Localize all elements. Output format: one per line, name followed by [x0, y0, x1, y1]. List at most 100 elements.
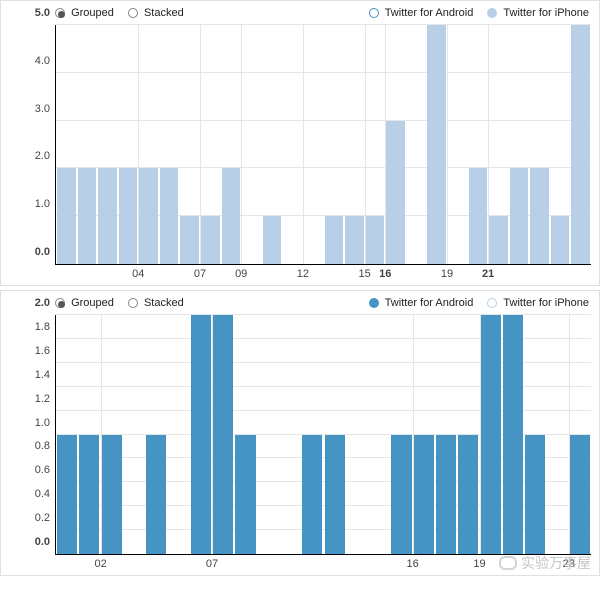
- legend-item-android[interactable]: Twitter for Android: [369, 297, 474, 309]
- x-axis-tick: 04: [132, 268, 144, 280]
- legend-item-android[interactable]: Twitter for Android: [369, 7, 474, 19]
- y-axis-tick: 2.0: [16, 150, 50, 162]
- watermark-text: 实验万事屋: [521, 553, 591, 573]
- bar: [571, 25, 590, 264]
- bar: [345, 216, 364, 264]
- radio-icon: [128, 298, 138, 308]
- wechat-icon: [499, 556, 517, 570]
- y-axis-tick: 1.8: [16, 321, 50, 333]
- x-axis-tick: 19: [473, 558, 485, 570]
- plot-area: 0.00.20.40.60.81.01.21.41.61.82.00207161…: [1, 315, 599, 575]
- bar: [427, 25, 446, 264]
- y-axis-tick: 4.0: [16, 55, 50, 67]
- legend-item-iphone[interactable]: Twitter for iPhone: [487, 7, 589, 19]
- bar: [263, 216, 282, 264]
- x-axis-tick: 21: [482, 268, 494, 280]
- x-axis-tick: 16: [379, 268, 391, 280]
- legend-label: Twitter for iPhone: [503, 7, 589, 19]
- plot-area: 0.01.02.03.04.05.00407091215161921: [1, 25, 599, 285]
- bar: [481, 315, 501, 554]
- x-axis-tick: 12: [297, 268, 309, 280]
- x-axis-tick: 02: [94, 558, 106, 570]
- y-axis-tick: 0.4: [16, 488, 50, 500]
- y-axis-tick: 1.4: [16, 369, 50, 381]
- x-axis-tick: 15: [359, 268, 371, 280]
- mode-radio-stacked[interactable]: Stacked: [128, 297, 184, 309]
- bar: [78, 168, 97, 264]
- bar: [510, 168, 529, 264]
- x-axis-tick: 07: [194, 268, 206, 280]
- legend-item-iphone[interactable]: Twitter for iPhone: [487, 297, 589, 309]
- bar: [302, 435, 322, 555]
- radio-label: Grouped: [71, 297, 114, 309]
- bar: [235, 435, 255, 555]
- bar: [366, 216, 385, 264]
- y-axis-tick: 0.8: [16, 440, 50, 452]
- bar: [139, 168, 158, 264]
- y-axis-tick: 5.0: [16, 7, 50, 19]
- x-axis-tick: 19: [441, 268, 453, 280]
- bar: [525, 435, 545, 555]
- controls-row: Grouped Stacked Twitter for iPhone Twitt…: [1, 7, 599, 25]
- bar: [222, 168, 241, 264]
- bar: [213, 315, 233, 554]
- legend-label: Twitter for Android: [385, 7, 474, 19]
- y-axis-tick: 1.2: [16, 393, 50, 405]
- bar: [57, 168, 76, 264]
- swatch-icon: [487, 8, 497, 18]
- y-axis-tick: 1.0: [16, 198, 50, 210]
- y-axis-tick: 0.0: [16, 536, 50, 548]
- x-axis-tick: 09: [235, 268, 247, 280]
- y-axis-tick: 1.6: [16, 345, 50, 357]
- bar: [119, 168, 138, 264]
- swatch-icon: [369, 8, 379, 18]
- bar: [98, 168, 117, 264]
- radio-label: Stacked: [144, 297, 184, 309]
- bar: [325, 435, 345, 555]
- bar: [180, 216, 199, 264]
- bar: [570, 435, 590, 555]
- y-axis-tick: 1.0: [16, 417, 50, 429]
- swatch-icon: [487, 298, 497, 308]
- x-axis-tick: 07: [206, 558, 218, 570]
- bar: [146, 435, 166, 555]
- bar: [458, 435, 478, 555]
- y-axis-tick: 0.0: [16, 246, 50, 258]
- bar: [503, 315, 523, 554]
- radio-icon: [128, 8, 138, 18]
- radio-icon: [55, 298, 65, 308]
- y-axis-tick: 3.0: [16, 103, 50, 115]
- bar: [79, 435, 99, 555]
- legend-label: Twitter for Android: [385, 297, 474, 309]
- watermark: 实验万事屋: [499, 553, 591, 573]
- bar: [391, 435, 411, 555]
- bar: [201, 216, 220, 264]
- y-axis-tick: 0.2: [16, 512, 50, 524]
- legend-label: Twitter for iPhone: [503, 297, 589, 309]
- bar: [57, 435, 77, 555]
- radio-label: Stacked: [144, 7, 184, 19]
- y-axis-tick: 0.6: [16, 464, 50, 476]
- bar: [325, 216, 344, 264]
- swatch-icon: [369, 298, 379, 308]
- bar: [386, 121, 405, 264]
- chart-android: 0.00.20.40.60.81.01.21.41.61.82.00207161…: [55, 315, 591, 555]
- bar: [469, 168, 488, 264]
- radio-label: Grouped: [71, 7, 114, 19]
- bar: [102, 435, 122, 555]
- controls-row: Grouped Stacked Twitter for iPhone Twitt…: [1, 297, 599, 315]
- bar: [530, 168, 549, 264]
- bar: [414, 435, 434, 555]
- radio-icon: [55, 8, 65, 18]
- bar: [489, 216, 508, 264]
- bar: [191, 315, 211, 554]
- mode-radio-stacked[interactable]: Stacked: [128, 7, 184, 19]
- x-axis-tick: 16: [407, 558, 419, 570]
- chart-panel-android: Grouped Stacked Twitter for iPhone Twitt…: [0, 290, 600, 576]
- chart-panel-iphone: Grouped Stacked Twitter for iPhone Twitt…: [0, 0, 600, 286]
- y-axis-tick: 2.0: [16, 297, 50, 309]
- mode-radio-grouped[interactable]: Grouped: [55, 297, 114, 309]
- bar: [160, 168, 179, 264]
- mode-radio-grouped[interactable]: Grouped: [55, 7, 114, 19]
- bar: [436, 435, 456, 555]
